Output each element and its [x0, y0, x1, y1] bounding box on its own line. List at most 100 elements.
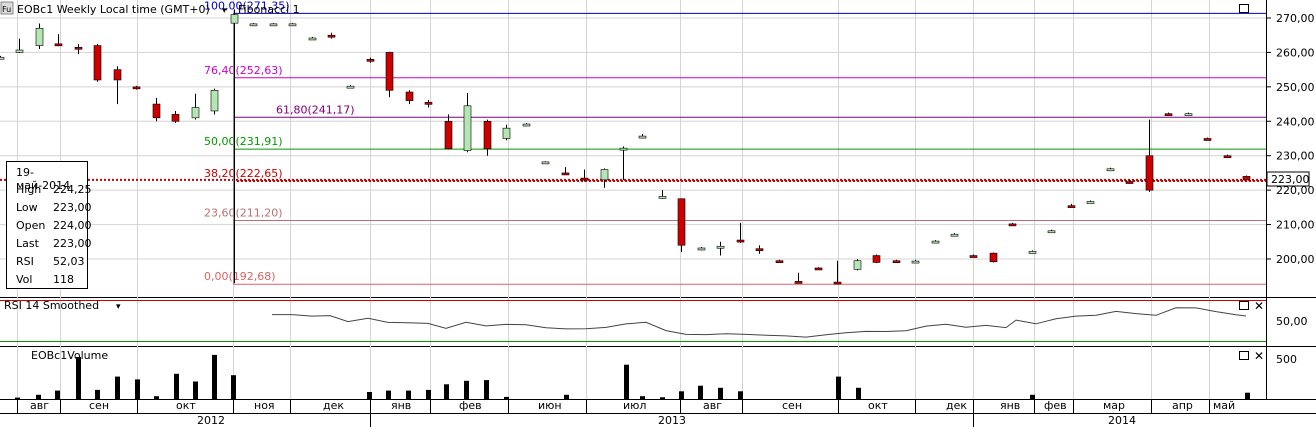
volume-bar [36, 394, 41, 399]
candle-body [911, 260, 920, 264]
volume-bar [679, 391, 684, 399]
info-row-low: Low 223,00 [16, 201, 92, 217]
candle-body [444, 120, 453, 150]
symbol-badge[interactable] [0, 1, 14, 15]
volume-bar [640, 396, 645, 399]
month-label: янв [391, 399, 411, 412]
candle-body [1203, 138, 1212, 141]
volume-bar [193, 381, 198, 399]
candle-body [0, 56, 5, 60]
month-label: авг [703, 399, 722, 412]
chart-title: EOBc1 Weekly Local time (GMT+0) [17, 3, 210, 16]
month-label: фев [1044, 399, 1067, 412]
price-tick-label: 220,00 [1276, 184, 1315, 197]
info-key: Low [16, 201, 38, 214]
volume-maximize-icon[interactable] [1239, 351, 1249, 360]
candle-body [638, 135, 647, 139]
fib-label: 0,00(192,68) [204, 270, 276, 283]
candle-body [1184, 113, 1193, 117]
year-label: 2014 [1108, 414, 1136, 427]
rsi-line [272, 307, 1247, 338]
volume-title: EOBc1Volume [31, 349, 108, 362]
info-key: RSI [16, 255, 34, 268]
price-tick-label: 270,00 [1276, 12, 1315, 25]
candle-body [736, 239, 745, 243]
candle-body [1047, 230, 1056, 234]
volume-bar [856, 387, 861, 399]
volume-bar [698, 385, 703, 399]
symbol-badge-text: Fu [2, 5, 11, 14]
info-row-high: High 224,25 [16, 183, 92, 199]
volume-series [15, 354, 1250, 399]
rsi-axis-tick: 50,00 [1276, 315, 1308, 328]
info-date: 19-май-2014 [16, 166, 71, 192]
candle-body [1145, 155, 1154, 191]
month-label: дек [323, 399, 344, 412]
fib-label: 23,60(211,20) [204, 206, 283, 219]
price-axis[interactable]: 270,00 260,00 250,00 240,00 230,00 220,00 210,… [1266, 12, 1315, 266]
fib-label: 61,80(241,17) [276, 103, 355, 116]
volume-close-icon[interactable]: ✕ [1254, 349, 1264, 363]
last-price-label: 223,00 [1271, 173, 1310, 186]
year-label: 2012 [197, 414, 225, 427]
candle-body [892, 260, 901, 264]
price-tick-label: 240,00 [1276, 115, 1315, 128]
info-row-rsi: RSI 52,03 [16, 255, 88, 271]
candle-body [853, 260, 862, 270]
time-axis[interactable]: авг сен окт ноя дек янв фев июн июл авг сен окт дек я… [17, 399, 1236, 427]
candle-body [346, 85, 355, 89]
candlestick-series [0, 9, 1251, 285]
volume-bar [406, 390, 411, 399]
volume-bar [624, 364, 629, 399]
volume-bar [484, 380, 489, 399]
info-row-vol: Vol 118 [16, 273, 88, 289]
volume-bar [212, 354, 217, 399]
month-label: мар [1103, 399, 1125, 412]
price-tick-label: 210,00 [1276, 219, 1315, 232]
volume-bar [504, 396, 509, 399]
dropdown-arrow-icon[interactable]: ▾ [222, 5, 227, 15]
candle-body [132, 86, 141, 90]
candle-body [385, 52, 394, 91]
candle-body [269, 23, 278, 27]
candle-body [600, 169, 609, 181]
rsi-dropdown-icon[interactable]: ▾ [116, 301, 121, 311]
price-panel[interactable] [0, 0, 1266, 297]
month-label: янв [1000, 399, 1020, 412]
candle-body [794, 281, 803, 284]
info-value: 118 [53, 273, 74, 286]
month-label: окт [868, 399, 888, 412]
volume-bar [55, 390, 60, 399]
candle-body [1028, 251, 1037, 254]
candle-body [775, 260, 784, 264]
volume-bar [386, 390, 391, 399]
volume-bar [174, 373, 179, 399]
volume-bar [738, 391, 743, 399]
candle-body [113, 69, 122, 81]
volume-bar [564, 394, 569, 399]
fib-label: 100,00(271,35) [204, 0, 290, 12]
candle-body [1106, 168, 1115, 172]
rsi-maximize-icon[interactable] [1239, 301, 1249, 310]
last-price-marker [1266, 171, 1310, 187]
candle-body [814, 267, 823, 271]
month-label: июн [538, 399, 562, 412]
fib-label: 50,00(231,91) [204, 135, 283, 148]
volume-axis-tick: 500 [1276, 353, 1297, 366]
fibonacci-retracement[interactable]: 100,00(271,35) 76,40(252,63) 61,80(241,17)… [0, 0, 1266, 285]
rsi-title: RSI 14 Smoothed [4, 299, 99, 312]
month-label: авг [30, 399, 49, 412]
candle-body [210, 90, 219, 112]
candle-body [619, 147, 628, 151]
candle-body [989, 252, 998, 263]
candle-body [502, 127, 511, 139]
rsi-close-icon[interactable]: ✕ [1254, 299, 1264, 313]
volume-bar [718, 387, 723, 399]
volume-bar [95, 389, 100, 399]
info-value: 223,00 [53, 201, 92, 214]
candle-body [366, 59, 375, 62]
maximize-icon[interactable] [1239, 4, 1249, 13]
candle-body [1086, 201, 1095, 204]
fib-label: 76,40(252,63) [204, 64, 283, 77]
